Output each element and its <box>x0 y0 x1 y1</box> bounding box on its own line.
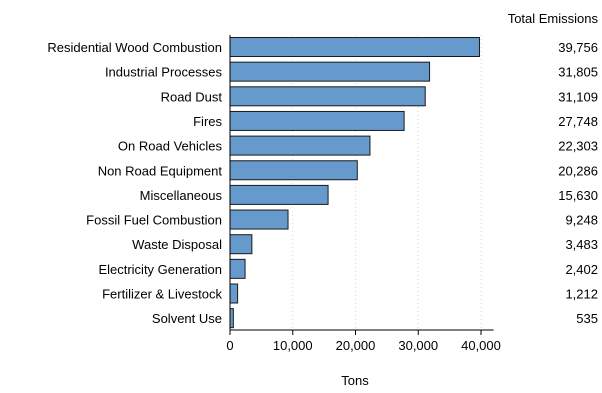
value-label: 3,483 <box>565 237 598 252</box>
bar <box>229 209 289 230</box>
bar <box>229 61 431 82</box>
value-label: 39,756 <box>558 40 598 55</box>
value-label: 20,286 <box>558 163 598 178</box>
value-labels: 39,756 31,805 31,109 27,748 22,303 20,286 15,6… <box>558 40 598 326</box>
x-tick-label: 0 <box>226 338 233 353</box>
x-axis-title: Tons <box>341 373 369 388</box>
category-label: Residential Wood Combustion <box>47 40 222 55</box>
bar <box>229 258 246 279</box>
bar <box>229 110 405 131</box>
value-label: 535 <box>576 311 598 326</box>
bar <box>229 86 426 107</box>
value-label: 22,303 <box>558 139 598 154</box>
category-label: Fossil Fuel Combustion <box>86 213 222 228</box>
value-label: 9,248 <box>565 213 598 228</box>
bar <box>229 160 358 181</box>
category-labels: Residential Wood Combustion Industrial Pr… <box>47 40 222 326</box>
x-tick-label: 30,000 <box>398 338 438 353</box>
category-label: Electricity Generation <box>98 262 222 277</box>
value-label: 27,748 <box>558 114 598 129</box>
category-label: Miscellaneous <box>140 188 223 203</box>
value-column-header: Total Emissions <box>508 11 599 26</box>
category-label: Industrial Processes <box>105 65 223 80</box>
value-label: 31,805 <box>558 65 598 80</box>
category-label: Non Road Equipment <box>98 163 223 178</box>
x-tick-label: 10,000 <box>273 338 313 353</box>
bar <box>229 37 480 57</box>
value-label: 1,212 <box>565 287 598 302</box>
bar <box>229 234 253 255</box>
category-label: Fires <box>193 114 222 129</box>
category-label: Fertilizer & Livestock <box>102 287 222 302</box>
bar <box>229 184 329 205</box>
bar <box>229 135 371 156</box>
x-axis-ticks: 0 10,000 20,000 30,000 40,000 <box>226 330 501 353</box>
value-label: 31,109 <box>558 89 598 104</box>
value-label: 2,402 <box>565 262 598 277</box>
x-tick-label: 20,000 <box>336 338 376 353</box>
bars <box>229 37 480 329</box>
category-label: On Road Vehicles <box>118 139 223 154</box>
x-tick-label: 40,000 <box>461 338 501 353</box>
value-label: 15,630 <box>558 188 598 203</box>
bar <box>229 308 234 329</box>
category-label: Solvent Use <box>152 311 222 326</box>
category-label: Road Dust <box>161 89 223 104</box>
category-label: Waste Disposal <box>132 237 222 252</box>
bar <box>229 283 239 304</box>
